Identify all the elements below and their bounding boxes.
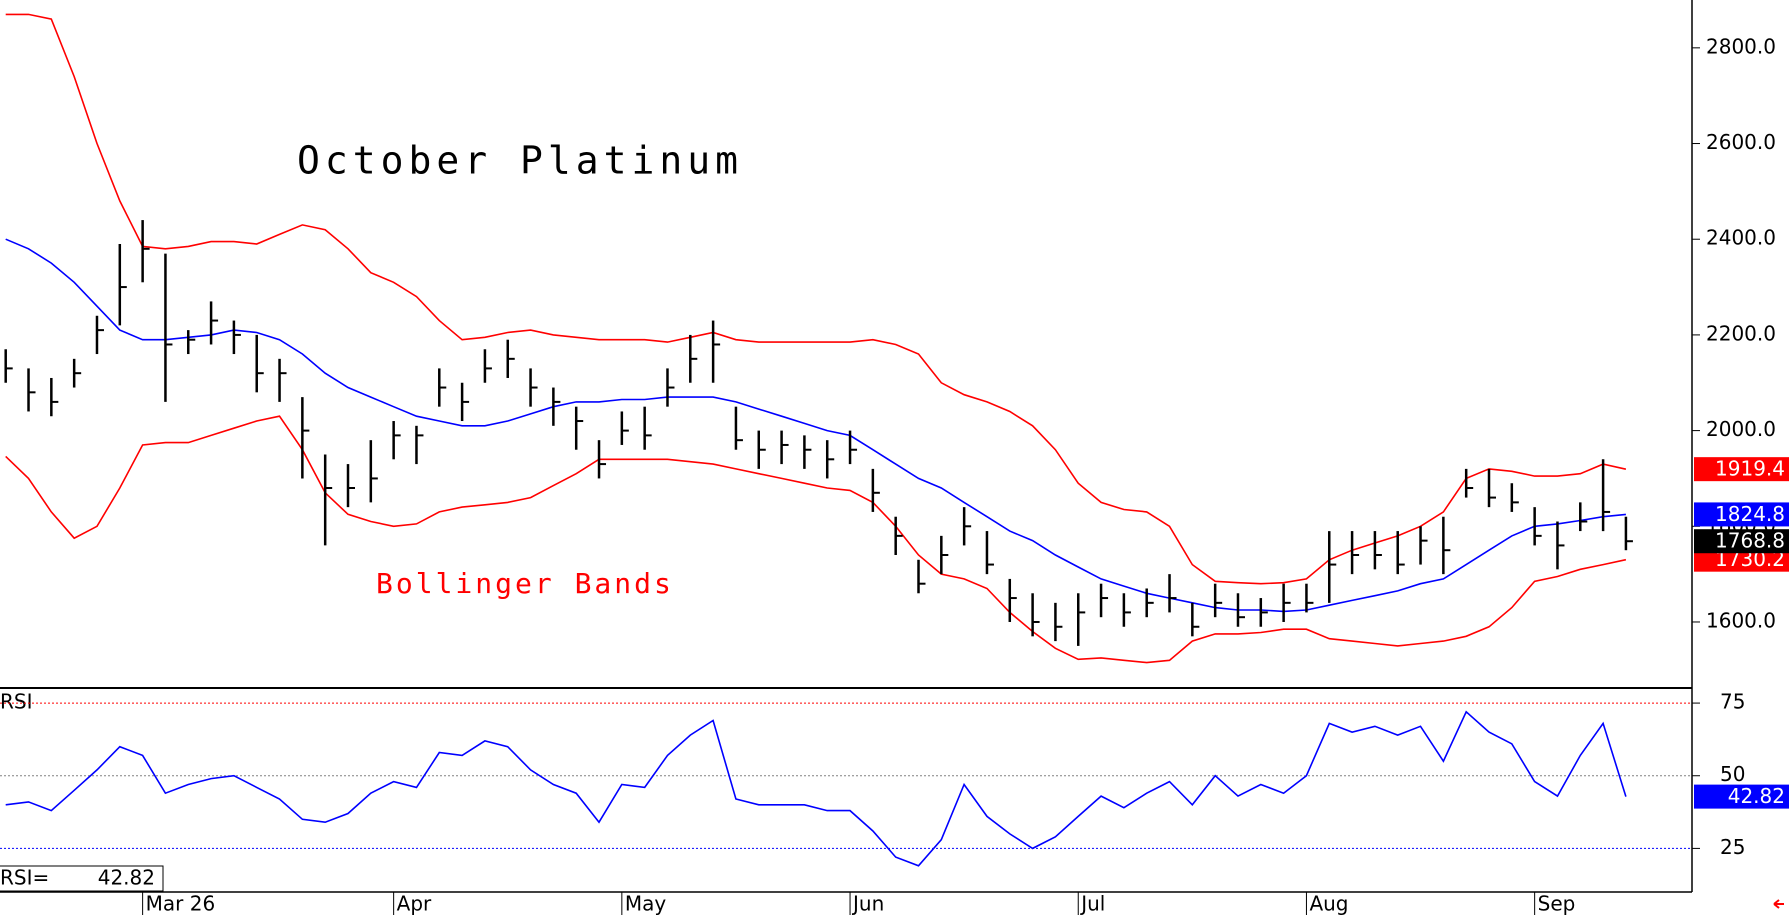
- upper-last-box: [1694, 457, 1789, 482]
- annotation: Bollinger Bands: [376, 567, 674, 600]
- rsi-last-label: 42.82: [1728, 784, 1785, 808]
- middle-last-box: [1694, 502, 1789, 527]
- x-tick-label: Jul: [1079, 892, 1105, 915]
- band-middle: [5, 238, 1626, 613]
- rsi-last-box: [1694, 784, 1789, 809]
- band-lower: [5, 415, 1627, 664]
- band-upper: [5, 13, 1627, 585]
- close-last-label: 1768.8: [1715, 529, 1785, 553]
- y-tick-label: 50: [1720, 762, 1745, 786]
- rsi-readout-box: [0, 865, 164, 892]
- x-tick-label: Mar 26: [146, 892, 216, 915]
- x-tick-label: Jun: [851, 892, 884, 915]
- middle-last-label: 1824.8: [1715, 502, 1785, 526]
- x-tick-label: May: [625, 892, 667, 915]
- y-tick-label: 2800.0: [1706, 34, 1776, 58]
- rsi-line: [5, 710, 1627, 867]
- scroll-arrow[interactable]: [1773, 899, 1784, 909]
- y-tick-label: 1600.0: [1706, 608, 1776, 632]
- x-tick-label: Apr: [397, 892, 432, 915]
- rsi-readout-value: 42.82: [98, 866, 155, 890]
- y-tick-label: 75: [1720, 690, 1745, 714]
- y-tick-label: 2200.0: [1706, 321, 1776, 345]
- x-tick-label: Aug: [1309, 892, 1348, 915]
- rsi-label: RSI: [0, 690, 33, 714]
- y-tick-label: 25: [1720, 835, 1745, 859]
- chart-title: October Platinum: [297, 139, 743, 183]
- upper-last-label: 1919.4: [1715, 457, 1785, 481]
- x-tick-label: Sep: [1538, 892, 1576, 915]
- y-tick-label: 2600.0: [1706, 130, 1776, 154]
- y-tick-label: 2000.0: [1706, 417, 1776, 441]
- y-tick-label: 2400.0: [1706, 226, 1776, 250]
- close-last-box: [1694, 529, 1789, 554]
- rsi-readout-label: RSI=: [0, 866, 49, 890]
